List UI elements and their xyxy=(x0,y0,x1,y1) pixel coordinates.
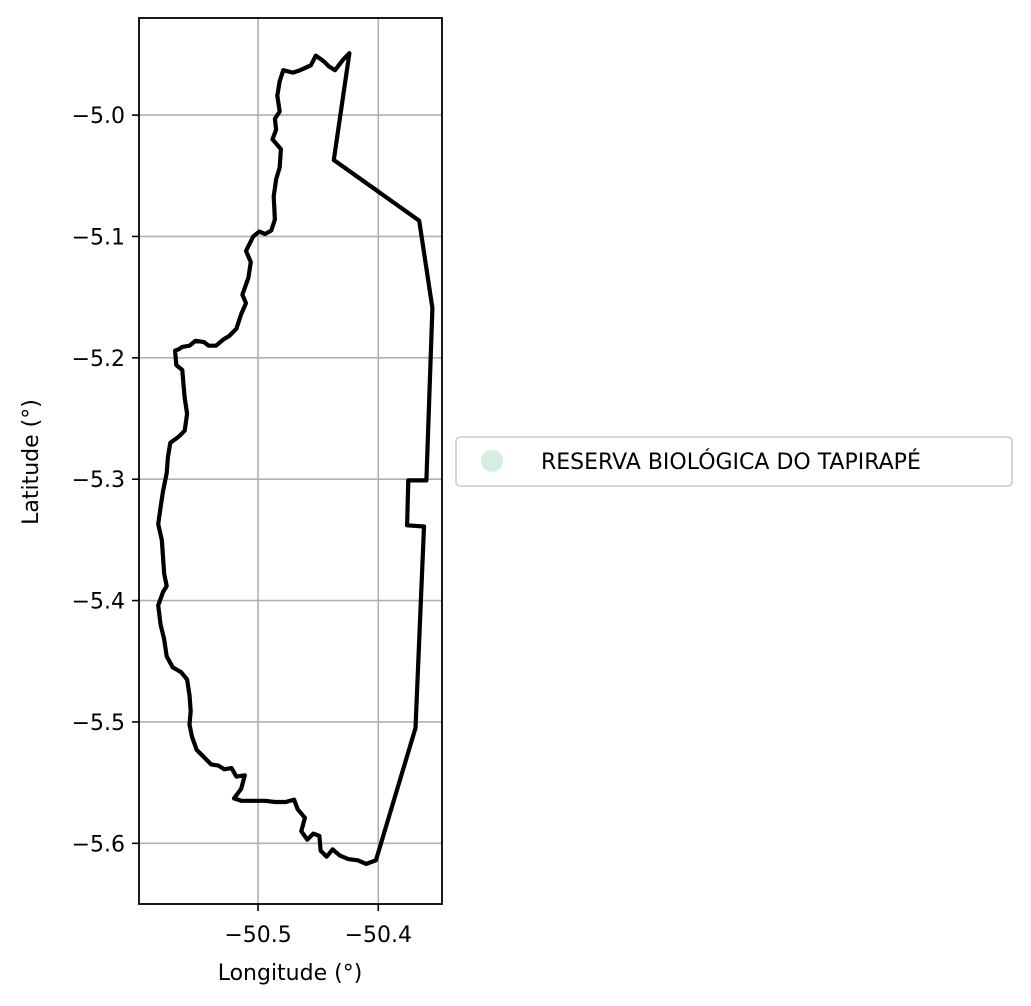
x-tick-label: −50.4 xyxy=(345,923,412,948)
legend-label: RESERVA BIOLÓGICA DO TAPIRAPÉ xyxy=(541,449,921,475)
legend-frame xyxy=(455,436,1013,487)
y-tick-label: −5.3 xyxy=(72,468,125,493)
x-tick-label: −50.5 xyxy=(224,923,291,948)
y-tick-label: −5.0 xyxy=(72,104,125,129)
grid-lines xyxy=(139,18,442,904)
reserve-boundary xyxy=(156,51,435,866)
y-axis-label: Latitude (°) xyxy=(19,399,44,525)
y-tick-label: −5.2 xyxy=(72,347,125,372)
x-axis-label: Longitude (°) xyxy=(218,961,363,986)
legend-marker xyxy=(481,450,503,472)
legend: RESERVA BIOLÓGICA DO TAPIRAPÉ xyxy=(455,436,1013,487)
axes-frame xyxy=(138,17,443,905)
y-tick-label: −5.6 xyxy=(72,832,125,857)
y-tick-label: −5.4 xyxy=(72,590,125,615)
y-tick-label: −5.1 xyxy=(72,225,125,250)
y-tick-label: −5.5 xyxy=(72,711,125,736)
axis-ticks: −50.5 −50.4 −5.0 −5.1 −5.2 −5.3 −5.4 −5.5 −5.6 xyxy=(72,104,412,948)
